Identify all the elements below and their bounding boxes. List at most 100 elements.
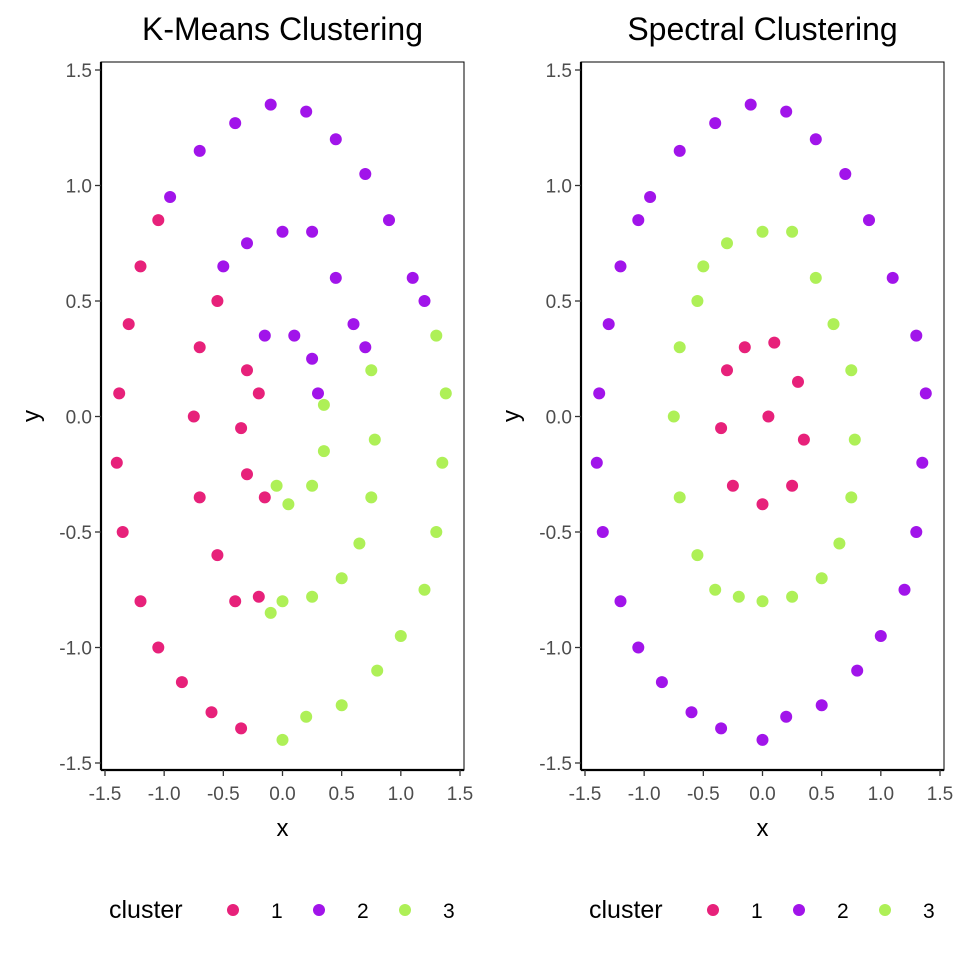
data-point-cluster-3 [439, 387, 452, 400]
data-point-cluster-2 [756, 733, 769, 746]
x-tick-label: 1.5 [927, 784, 953, 805]
data-point-cluster-3 [436, 456, 449, 469]
data-point-cluster-2 [359, 168, 372, 180]
y-tick-label: 1.0 [66, 177, 92, 198]
data-point-cluster-1 [768, 336, 781, 349]
y-tick-label: -0.5 [59, 523, 92, 544]
data-point-cluster-1 [786, 479, 799, 492]
data-point-cluster-2 [632, 214, 645, 227]
data-point-cluster-3 [317, 398, 330, 411]
data-point-cluster-2 [241, 237, 253, 250]
legend-key-2-swatch [793, 904, 805, 916]
data-point-cluster-1 [187, 410, 200, 423]
data-point-cluster-3 [335, 572, 348, 585]
data-point-cluster-3 [845, 491, 858, 504]
data-point-cluster-1 [726, 479, 739, 492]
data-point-cluster-2 [300, 105, 313, 118]
y-axis-label: y [18, 410, 45, 422]
y-tick-label: 0.0 [546, 408, 572, 429]
y-tick-label: -1.0 [59, 639, 92, 660]
data-point-cluster-3 [353, 537, 366, 550]
chart-panel-1: K-Means Clustering -1.5 -1.0 -0.5 0.0 0.5 1.0 1… [18, 11, 473, 924]
data-point-cluster-1 [110, 456, 123, 469]
y-axis-label: y [498, 410, 525, 422]
data-point-cluster-2 [886, 271, 899, 284]
data-point-cluster-1 [258, 491, 271, 504]
legend-key-1-swatch [707, 904, 719, 916]
data-point-cluster-3 [845, 364, 858, 377]
data-point-cluster-2 [193, 144, 206, 157]
data-point-cluster-2 [217, 260, 230, 273]
data-point-cluster-2 [347, 318, 360, 331]
data-point-cluster-3 [667, 410, 680, 423]
y-tick-label: -1.0 [539, 639, 572, 660]
data-point-cluster-1 [134, 260, 147, 273]
data-point-cluster-3 [756, 225, 769, 238]
x-axis-label: x [277, 815, 289, 842]
y-tick-label: 1.0 [546, 177, 572, 198]
data-point-cluster-3 [335, 699, 348, 712]
data-point-cluster-3 [827, 318, 840, 331]
data-point-cluster-3 [786, 225, 799, 238]
legend-key-2-label: 2 [357, 900, 369, 923]
data-point-cluster-1 [252, 590, 265, 603]
data-point-cluster-1 [113, 387, 126, 400]
data-point-cluster-2 [306, 225, 319, 238]
data-point-cluster-1 [715, 422, 728, 435]
x-tick-label: 1.5 [447, 784, 473, 805]
data-point-cluster-1 [205, 706, 218, 719]
data-point-cluster-3 [430, 526, 443, 538]
data-point-cluster-3 [673, 491, 686, 504]
x-tick-label: 1.0 [868, 784, 894, 805]
data-point-cluster-2 [602, 318, 615, 331]
data-point-cluster-2 [919, 387, 932, 400]
data-point-cluster-2 [306, 352, 319, 365]
data-point-cluster-3 [833, 537, 846, 550]
data-point-cluster-2 [809, 133, 822, 146]
x-axis-label: x [757, 815, 769, 842]
data-point-cluster-1 [152, 214, 165, 227]
legend-key-2-label: 2 [837, 900, 849, 923]
data-point-cluster-3 [306, 479, 319, 492]
data-point-cluster-1 [152, 641, 165, 654]
data-point-cluster-3 [756, 595, 769, 608]
data-point-cluster-2 [851, 664, 864, 677]
data-point-cluster-2 [164, 191, 177, 203]
data-point-cluster-2 [910, 526, 923, 538]
data-point-cluster-3 [697, 260, 710, 273]
legend-key-3-swatch [879, 904, 891, 916]
legend-key-3-label: 3 [923, 900, 935, 923]
chart-title: Spectral Clustering [627, 11, 897, 47]
data-point-cluster-3 [282, 498, 295, 511]
data-point-cluster-3 [709, 583, 722, 596]
legend-key-2-swatch [313, 904, 325, 916]
data-point-cluster-1 [756, 498, 769, 511]
data-point-cluster-2 [815, 699, 828, 712]
data-point-cluster-1 [211, 295, 224, 307]
data-point-cluster-3 [430, 329, 443, 342]
legend-key-3-label: 3 [443, 900, 455, 923]
data-point-cluster-1 [252, 387, 265, 400]
x-tick-label: -1.5 [569, 784, 602, 805]
x-tick-label: 0.5 [808, 784, 834, 805]
data-point-cluster-1 [193, 491, 206, 504]
data-point-cluster-3 [306, 590, 319, 603]
legend-key-1-swatch [227, 904, 239, 916]
data-point-cluster-3 [317, 445, 330, 458]
y-tick-label: -1.5 [59, 754, 92, 775]
data-point-cluster-3 [264, 606, 277, 619]
data-point-cluster-2 [229, 117, 242, 130]
data-point-cluster-2 [839, 168, 852, 180]
legend-key-1-label: 1 [751, 900, 763, 923]
legend-key-3-swatch [399, 904, 411, 916]
data-point-cluster-1 [134, 595, 147, 608]
y-tick-label: 0.5 [546, 292, 572, 313]
data-point-cluster-1 [235, 422, 248, 435]
data-point-cluster-2 [258, 329, 271, 342]
data-point-cluster-2 [593, 387, 606, 400]
data-point-cluster-3 [371, 664, 384, 677]
data-point-cluster-2 [715, 722, 728, 735]
data-point-cluster-2 [673, 144, 686, 157]
